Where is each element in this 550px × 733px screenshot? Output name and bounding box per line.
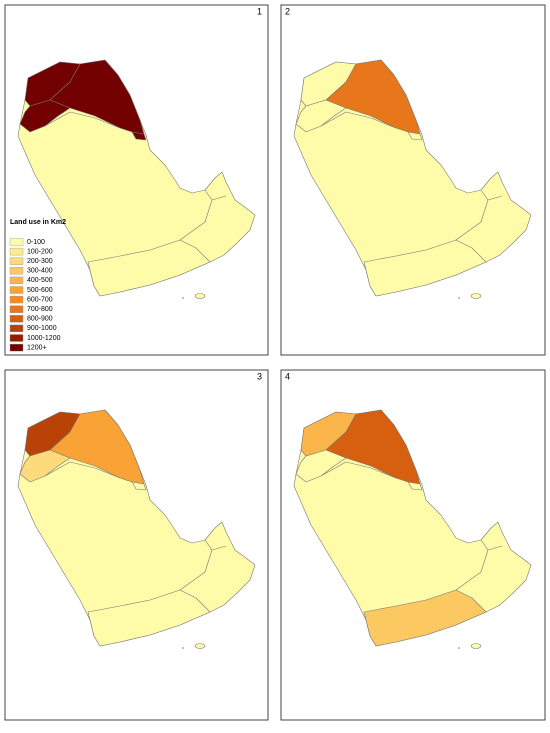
legend-label: 300-400: [27, 268, 53, 275]
panel-1: 1 Land use in Km2 0-100 100-200 200-300 300…: [4, 4, 269, 356]
panel-label: 2: [285, 6, 290, 16]
legend-swatch: [9, 295, 24, 304]
panel-label: 4: [285, 371, 290, 381]
legend-label: 600-700: [27, 296, 53, 303]
panel-2: 2: [280, 4, 546, 356]
legend-label: 1000-1200: [27, 335, 61, 342]
legend-swatch: [9, 247, 24, 256]
legend: Land use in Km2 0-100 100-200 200-300 300-4…: [9, 219, 66, 352]
legend-swatch: [9, 257, 24, 265]
legend-swatch: [9, 315, 24, 323]
legend-label: 1200+: [27, 344, 47, 351]
legend-label: 0-100: [27, 239, 45, 246]
legend-label: 700-800: [27, 306, 53, 313]
legend-label: 200-300: [27, 258, 53, 265]
panel-label: 1: [257, 6, 262, 16]
panel-3: 3: [4, 369, 269, 721]
legend-swatch: [9, 334, 24, 342]
legend-label: 900-1000: [27, 325, 57, 332]
legend-swatch: [9, 305, 24, 313]
legend-swatch: [9, 267, 24, 275]
legend-swatch: [9, 238, 24, 246]
panel-4: 4: [280, 369, 546, 721]
legend-label: 800-900: [27, 316, 53, 323]
legend-swatch: [9, 324, 24, 333]
legend-swatch: [9, 343, 24, 352]
legend-swatch: [9, 276, 24, 285]
legend-swatch: [9, 286, 24, 294]
legend-label: 500-600: [27, 287, 53, 294]
legend-title: Land use in Km2: [10, 219, 66, 226]
legend-label: 100-200: [27, 248, 53, 255]
panel-label: 3: [257, 371, 262, 381]
legend-label: 400-500: [27, 277, 53, 284]
